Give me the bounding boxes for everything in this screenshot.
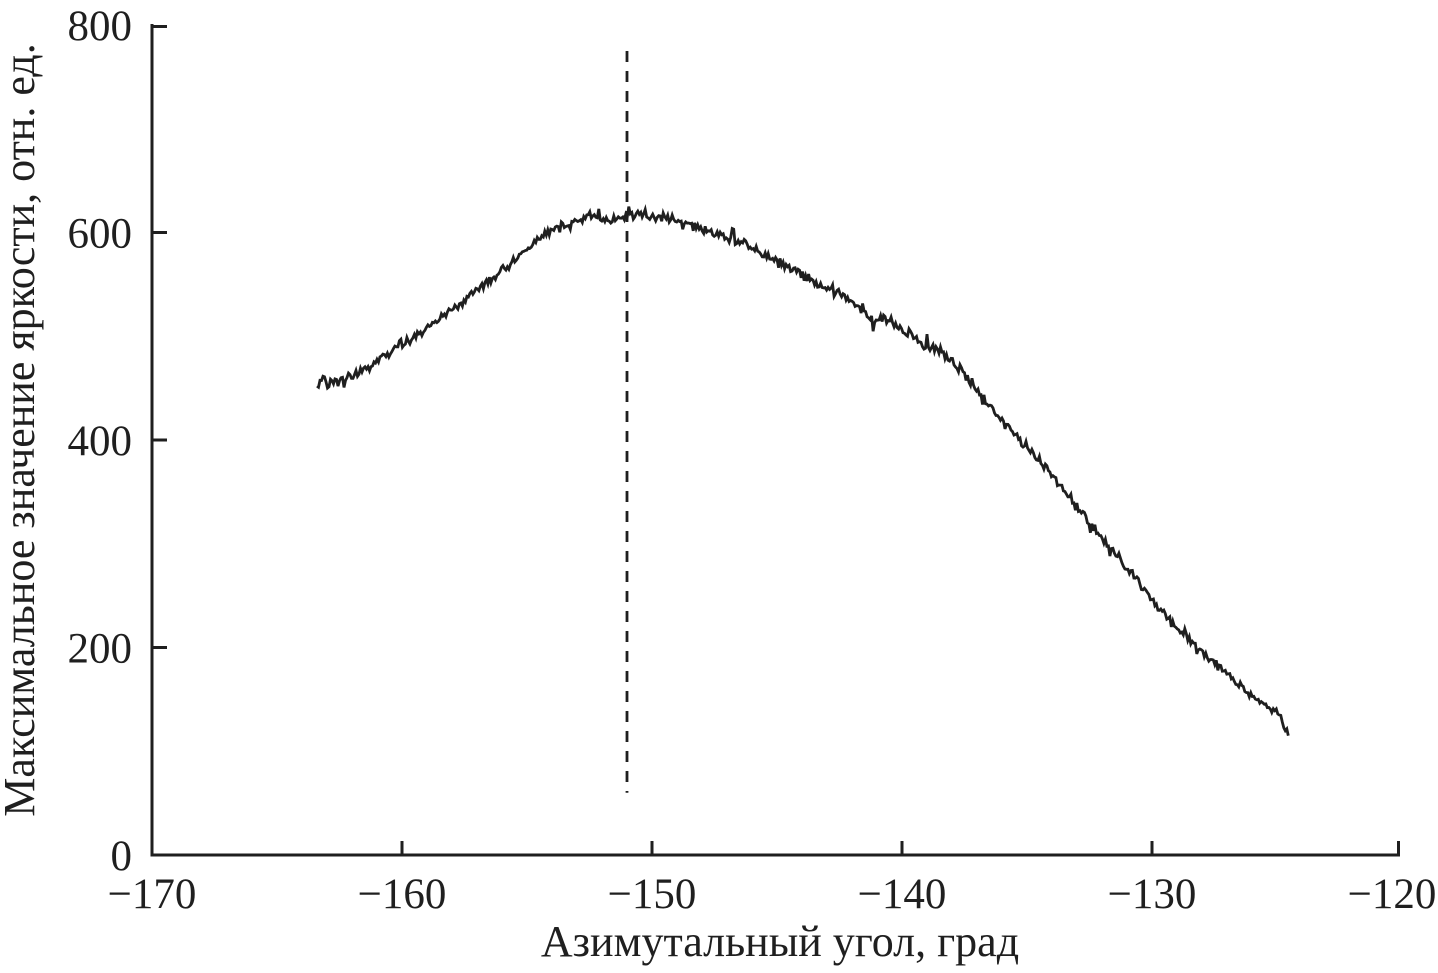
y-tick-label: 600: [68, 211, 133, 258]
x-tick-label: −150: [608, 871, 697, 918]
x-tick-label: −120: [1348, 871, 1437, 918]
x-tick-label: −130: [1108, 871, 1197, 918]
y-tick-label: 800: [68, 3, 133, 50]
x-tick-label: −170: [108, 871, 197, 918]
x-tick-label: −160: [358, 871, 447, 918]
y-tick-label: 0: [111, 833, 133, 880]
tick-marks: [153, 25, 1400, 854]
axes: [150, 24, 1400, 857]
signal-curve: [316, 204, 1290, 737]
y-tick-label: 200: [68, 626, 133, 673]
y-tick-label: 400: [68, 418, 133, 465]
tick-labels: −170 −160 −150 −140 −130 −120 0 200 400 600 800: [68, 3, 1437, 918]
x-tick-label: −140: [858, 871, 947, 918]
y-axis-title: Максимальное значение яркости, отн. ед.: [0, 43, 44, 816]
x-axis-title: Азимутальный угол, град: [541, 917, 1019, 966]
